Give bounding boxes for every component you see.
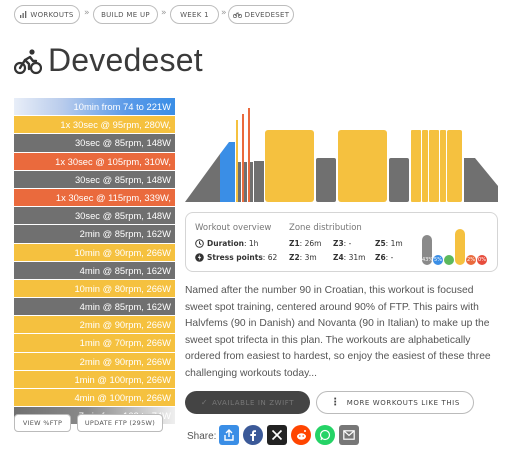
stress-label: Stress points	[207, 253, 263, 262]
warmup-ramp-bar-blue	[220, 142, 235, 202]
overview-heading: Workout overview	[195, 223, 272, 233]
interval-bar	[244, 162, 247, 202]
zone-stat: Z6: -	[375, 253, 394, 262]
zone-bar	[444, 255, 454, 265]
interval-bar	[250, 162, 253, 202]
zone-bar-label: 43%	[422, 257, 434, 263]
whatsapp-icon[interactable]	[315, 425, 335, 445]
cooldown-ramp-bar	[464, 158, 498, 202]
breadcrumb-separator: »	[84, 8, 90, 18]
update-ftp-button[interactable]: UPDATE FTP (295W)	[77, 414, 163, 432]
zone-bar: 43%	[422, 235, 434, 265]
workout-overview-card: Workout overview Duration: 1h Stress poi…	[185, 212, 498, 272]
interval-row: 10min @ 80rpm, 266W	[14, 279, 175, 298]
check-icon: ✓	[200, 398, 209, 407]
duration-stat: Duration: 1h	[207, 239, 259, 248]
interval-bar	[411, 130, 421, 202]
interval-bar	[447, 130, 462, 202]
interval-bar	[236, 120, 238, 202]
interval-row: 1min @ 100rpm, 266W	[14, 370, 175, 388]
more-vertical-icon: ⋮	[330, 397, 341, 408]
more-workouts-button[interactable]: ⋮ MORE WORKOUTS LIKE THIS	[316, 391, 474, 414]
zone-stat: Z4: 31m	[333, 253, 366, 262]
interval-bar	[265, 130, 314, 202]
breadcrumb-build-me-up[interactable]: BUILD ME UP	[93, 5, 158, 24]
interval-bar	[316, 158, 336, 202]
interval-bar	[422, 130, 428, 202]
zone-stat: Z3: -	[333, 239, 352, 248]
zone-bar-label: 5%	[434, 257, 442, 263]
interval-row: 10min @ 90rpm, 266W	[14, 243, 175, 261]
stress-stat: Stress points: 62	[207, 253, 278, 262]
x-icon[interactable]	[267, 425, 287, 445]
interval-row: 30sec @ 85rpm, 148W	[14, 207, 175, 225]
interval-row: 10min from 74 to 221W	[14, 98, 175, 116]
interval-row: 4min @ 100rpm, 266W	[14, 389, 175, 407]
zone-bar: 2%	[466, 255, 476, 265]
interval-row: 30sec @ 85rpm, 148W	[14, 170, 175, 188]
breadcrumb-label: BUILD ME UP	[101, 10, 150, 19]
zone-heading: Zone distribution	[289, 223, 362, 233]
interval-bar	[238, 162, 241, 202]
interval-row: 1x 30sec @ 115rpm, 339W,	[14, 188, 175, 207]
breadcrumb-devedeset[interactable]: DEVEDESET	[228, 5, 294, 24]
breadcrumb-week[interactable]: WEEK 1	[170, 5, 219, 24]
interval-row: 2min @ 90rpm, 266W	[14, 352, 175, 370]
duration-value: 1h	[248, 239, 259, 248]
interval-row: 2min @ 85rpm, 162W	[14, 225, 175, 243]
zone-bar: 0%	[477, 255, 487, 265]
available-in-zwift-button[interactable]: ✓ AVAILABLE IN ZWIFT	[185, 391, 310, 414]
interval-row: 1x 30sec @ 95rpm, 280W,	[14, 116, 175, 134]
warmup-ramp-bar	[185, 154, 220, 202]
clock-icon	[195, 239, 204, 248]
bolt-icon	[195, 253, 204, 262]
breadcrumb-separator: »	[161, 8, 167, 18]
interval-bar	[389, 158, 409, 202]
interval-bar	[440, 130, 446, 202]
workout-description: Named after the number 90 in Croatian, t…	[185, 285, 491, 379]
zone-bar	[455, 229, 465, 265]
zone-distribution-chart: 43% 5% 2% 0%	[422, 221, 494, 265]
interval-bar	[248, 108, 250, 202]
share-label: Share:	[187, 431, 217, 442]
share-arrow-icon[interactable]	[219, 425, 239, 445]
interval-row: 4min @ 85rpm, 162W	[14, 261, 175, 279]
breadcrumb-label: WEEK 1	[180, 10, 209, 19]
email-icon[interactable]	[339, 425, 359, 445]
zone-bar-label: 2%	[467, 257, 475, 263]
stress-value: 62	[267, 253, 278, 262]
breadcrumb-label: WORKOUTS	[30, 10, 74, 19]
interval-bar	[429, 130, 439, 202]
zone-stat: Z5: 1m	[375, 239, 403, 248]
breadcrumb-workouts[interactable]: WORKOUTS	[14, 5, 80, 24]
breadcrumb-separator: »	[221, 8, 227, 18]
zone-bar: 5%	[433, 255, 443, 265]
cyclist-icon	[14, 49, 42, 75]
zone-bar-label: 0%	[478, 257, 486, 263]
facebook-icon[interactable]	[243, 425, 263, 445]
duration-label: Duration	[207, 239, 244, 248]
breadcrumb-label: DEVEDESET	[244, 10, 290, 19]
interval-row: 2min @ 90rpm, 266W	[14, 316, 175, 334]
interval-row: 1min @ 70rpm, 266W	[14, 334, 175, 352]
page-title: Devedeset	[48, 42, 203, 78]
interval-bar	[338, 130, 387, 202]
reddit-icon[interactable]	[291, 425, 311, 445]
interval-bar	[254, 161, 264, 202]
interval-row: 30sec @ 85rpm, 148W	[14, 134, 175, 152]
interval-list: 10min from 74 to 221W 1x 30sec @ 95rpm, 2…	[14, 98, 175, 425]
zone-stat: Z2: 3m	[289, 253, 317, 262]
interval-bar	[242, 114, 244, 202]
zone-stat: Z1: 26m	[289, 239, 322, 248]
bike-icon	[232, 12, 242, 18]
interval-row: 4min @ 85rpm, 162W	[14, 298, 175, 316]
bar-chart-icon	[20, 11, 27, 18]
interval-row: 1x 30sec @ 105rpm, 310W,	[14, 152, 175, 170]
workout-profile-chart	[185, 108, 498, 202]
view-ftp-button[interactable]: VIEW %FTP	[14, 414, 71, 432]
